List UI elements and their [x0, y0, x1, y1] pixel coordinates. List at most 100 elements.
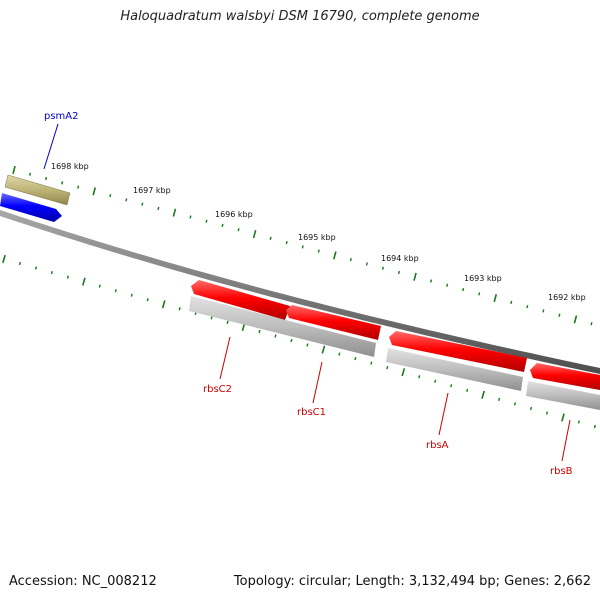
inner-tick-minor — [434, 379, 437, 383]
outer-tick-minor — [510, 300, 513, 305]
inner-tick-minor — [258, 329, 261, 334]
inner-tick-minor — [513, 402, 517, 406]
outer-tick-minor — [349, 258, 352, 262]
outer-tick-major — [172, 208, 177, 217]
outer-tick-major — [12, 165, 16, 175]
leader-rbsB — [561, 419, 571, 462]
inner-tick-minor — [497, 397, 501, 402]
outer-tick-major — [252, 229, 257, 239]
tick-label-1695: 1695 kbp — [298, 233, 336, 242]
inner-tick-minor — [466, 388, 469, 392]
gene-rbsB-arrow[interactable] — [530, 363, 600, 390]
leader-rbsC1 — [312, 361, 323, 404]
outer-tick-minor — [269, 236, 272, 240]
feature-gray-rbsB[interactable] — [526, 381, 600, 410]
feature-olive[interactable] — [4, 174, 71, 206]
leader-rbsC2 — [219, 336, 231, 380]
outer-tick-minor — [157, 206, 160, 211]
inner-tick-major — [401, 368, 406, 377]
outer-tick-minor — [285, 240, 288, 245]
outer-tick-minor — [301, 245, 304, 249]
inner-tick-major — [321, 345, 326, 354]
inner-tick-minor — [450, 384, 453, 388]
gene-rbsA-arrow[interactable] — [389, 331, 527, 372]
inner-tick-minor — [418, 375, 421, 379]
inner-tick-minor — [354, 356, 357, 361]
tick-label-1692: 1692 kbp — [548, 293, 586, 302]
inner-tick-minor — [386, 366, 389, 370]
inner-tick-minor — [114, 289, 117, 293]
outer-tick-minor — [109, 193, 112, 198]
outer-tick-minor — [381, 266, 385, 270]
tick-label-1694: 1694 kbp — [381, 254, 419, 263]
inner-tick-major — [2, 254, 6, 264]
outer-tick-minor — [28, 172, 32, 176]
inner-tick-minor — [50, 270, 53, 275]
outer-tick-minor — [526, 305, 529, 309]
outer-tick-minor — [462, 287, 465, 292]
outer-tick-minor — [365, 262, 368, 266]
outer-tick-minor — [205, 219, 208, 223]
inner-tick-marks — [2, 254, 596, 429]
inner-tick-minor — [146, 298, 149, 302]
outer-tick-minor — [590, 322, 593, 326]
gene-psmA2-arrow[interactable] — [0, 193, 62, 222]
tick-label-1693: 1693 kbp — [464, 274, 502, 283]
feature-gray-rbsA[interactable] — [386, 348, 523, 391]
inner-tick-minor — [18, 261, 22, 266]
inner-tick-minor — [130, 293, 133, 297]
inner-tick-major — [161, 300, 166, 309]
inner-tick-minor — [338, 352, 341, 356]
inner-tick-minor — [274, 334, 277, 338]
inner-tick-major — [81, 277, 86, 286]
feature-gray-rbsC2[interactable] — [189, 296, 376, 357]
outer-tick-major — [333, 251, 337, 260]
outer-tick-minor — [558, 313, 561, 317]
leader-psmA2 — [43, 123, 59, 170]
tick-label-1696: 1696 kbp — [215, 210, 253, 219]
outer-tick-minor — [478, 292, 481, 296]
inner-tick-major — [481, 390, 485, 399]
genome-backbone — [0, 210, 600, 374]
inner-tick-minor — [577, 420, 581, 424]
gene-rbsC1-arrow[interactable] — [286, 305, 381, 340]
accession-text: Accession: NC_008212 — [9, 574, 157, 589]
outer-tick-minor — [446, 283, 449, 287]
inner-tick-minor — [370, 361, 373, 365]
inner-tick-minor — [593, 424, 596, 429]
outer-tick-minor — [237, 228, 240, 232]
outer-tick-major — [573, 315, 578, 324]
inner-tick-major — [561, 413, 565, 422]
inner-tick-minor — [226, 320, 229, 325]
outer-tick-minor — [221, 223, 224, 228]
outer-tick-major — [92, 187, 97, 196]
inner-tick-minor — [306, 343, 309, 347]
outer-tick-marks — [12, 165, 593, 326]
outer-tick-minor — [317, 249, 320, 253]
gene-label-rbsC2[interactable]: rbsC2 — [203, 384, 232, 395]
inner-tick-minor — [210, 316, 213, 320]
gene-rbsC2-arrow[interactable] — [191, 280, 290, 320]
gene-label-psmA2[interactable]: psmA2 — [44, 111, 79, 122]
tick-label-1697: 1697 kbp — [133, 186, 171, 195]
inner-tick-minor — [529, 406, 533, 411]
outer-tick-minor — [125, 198, 128, 202]
inner-tick-minor — [545, 411, 549, 415]
outer-tick-minor — [430, 279, 433, 283]
inner-tick-minor — [98, 284, 101, 288]
outer-tick-minor — [397, 270, 401, 275]
inner-tick-minor — [178, 307, 181, 311]
gene-label-rbsA[interactable]: rbsA — [426, 440, 449, 451]
genome-summary-text: Topology: circular; Length: 3,132,494 bp… — [233, 574, 591, 589]
outer-tick-major — [493, 294, 498, 303]
gene-label-rbsC1[interactable]: rbsC1 — [297, 407, 326, 418]
inner-tick-minor — [34, 266, 38, 270]
outer-tick-major — [413, 272, 417, 281]
outer-tick-minor — [189, 215, 192, 219]
inner-tick-minor — [66, 275, 69, 279]
gene-label-rbsB[interactable]: rbsB — [550, 466, 573, 477]
outer-tick-minor — [77, 185, 80, 189]
leader-rbsA — [438, 392, 449, 436]
tick-label-1698: 1698 kbp — [51, 162, 89, 171]
